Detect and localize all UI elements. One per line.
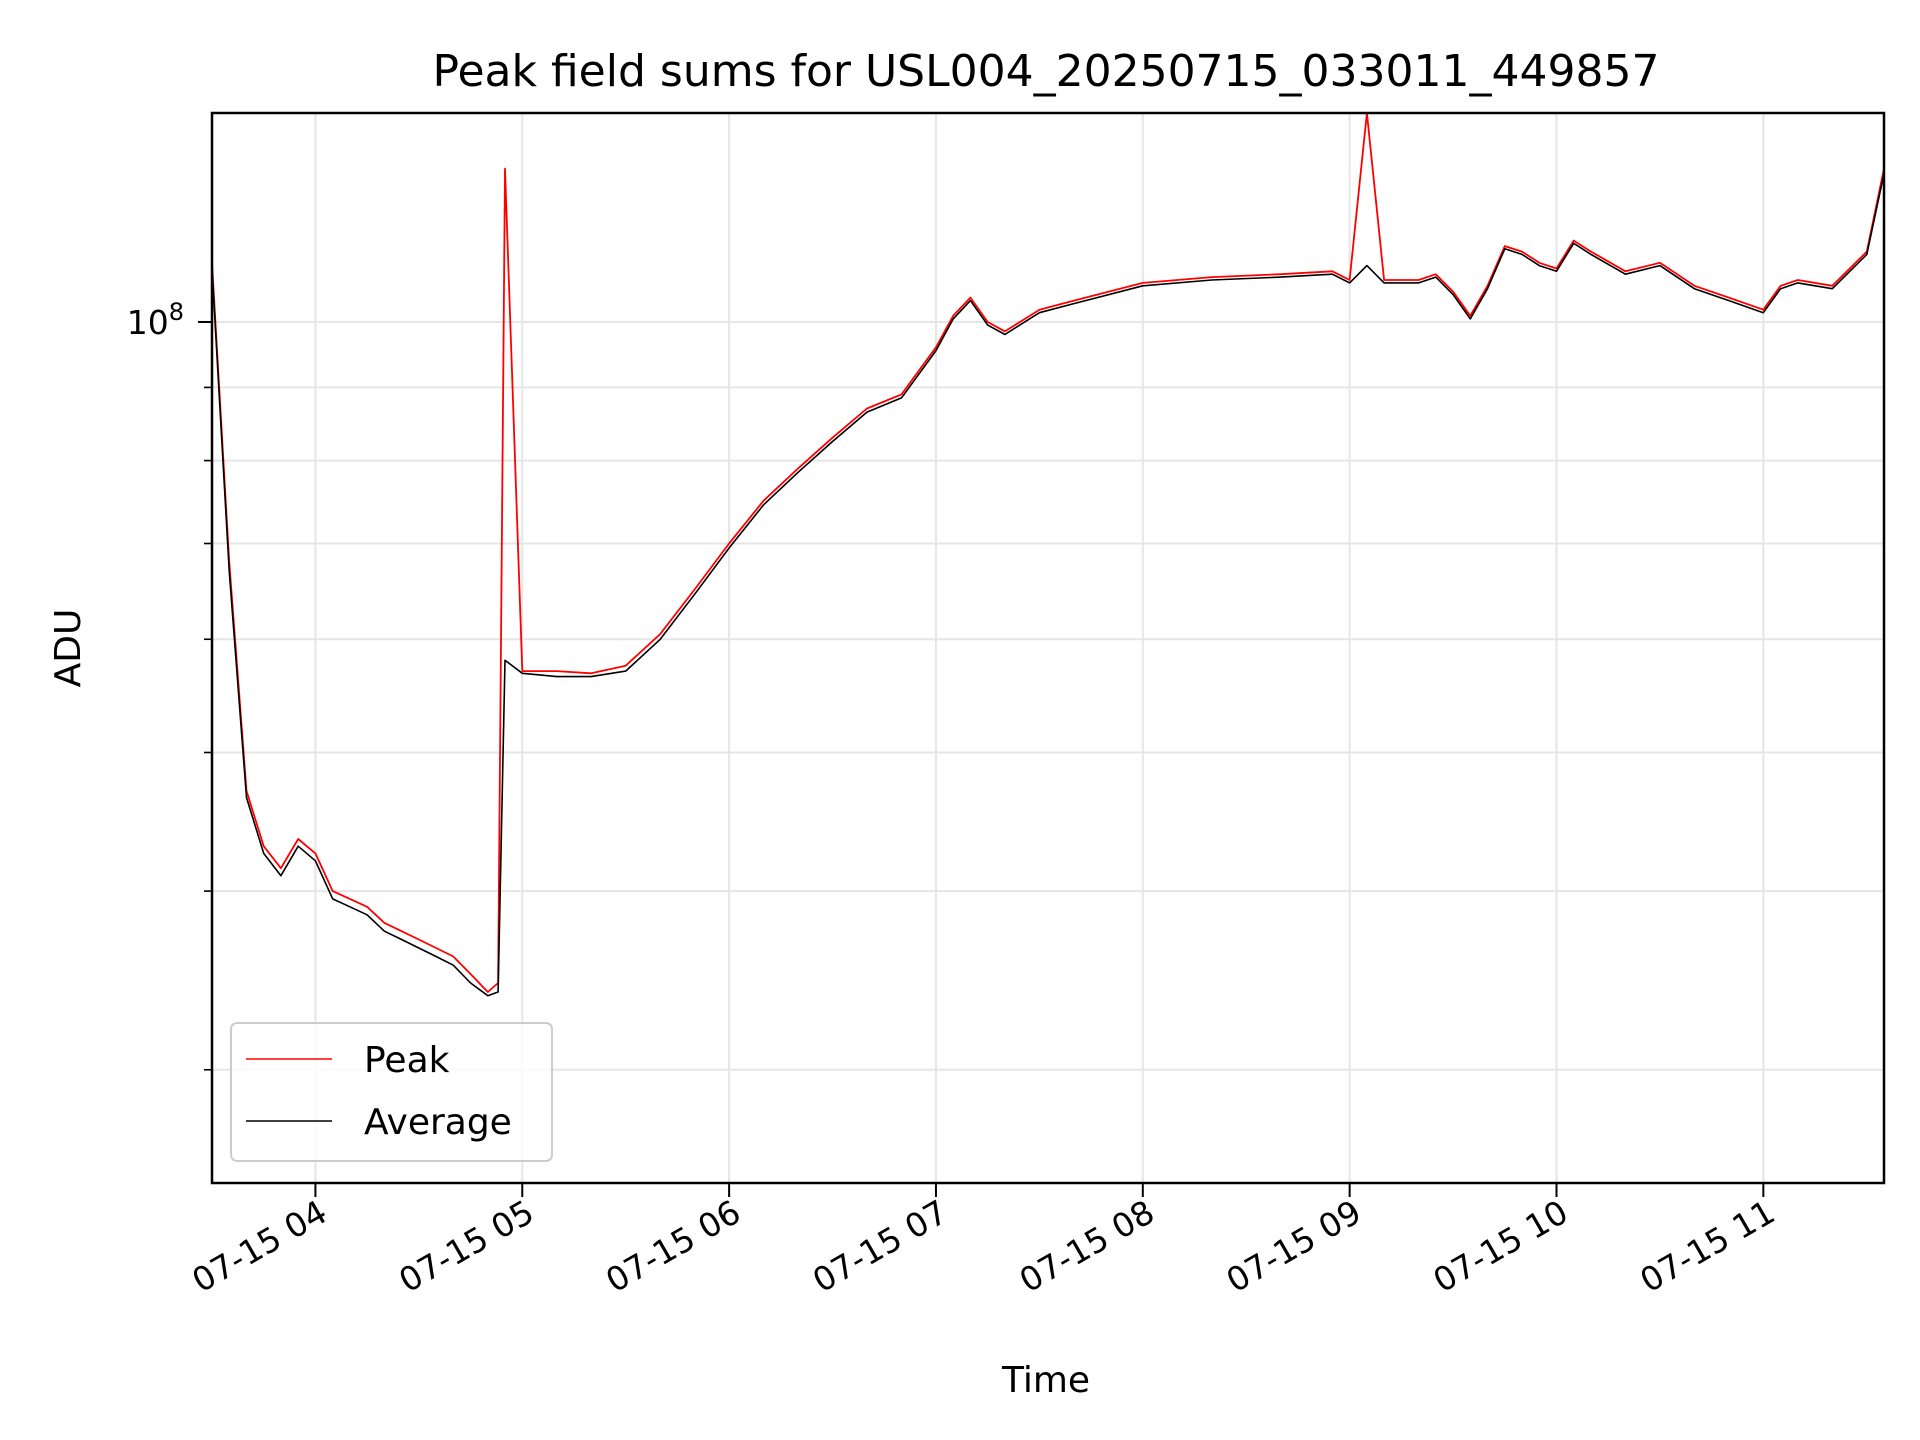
y-tick-label: 108 [127,298,184,342]
y-tick-label-base: 10 [127,303,169,342]
y-tick-label-exponent: 8 [169,298,184,326]
legend: Peak Average [230,1022,553,1162]
y-axis-label: ADU [48,609,89,688]
y-axis-ticks: 108 [127,298,212,1071]
x-tick-label: 07-15 06 [599,1192,747,1300]
x-tick-label: 07-15 10 [1426,1192,1574,1300]
legend-label-peak: Peak [364,1040,450,1081]
series-line-peak [212,113,1884,993]
x-axis-label: Time [1001,1360,1090,1401]
legend-box [230,1022,553,1162]
series-lines [212,113,1884,997]
legend-label-average: Average [364,1102,512,1143]
x-axis-ticks: 07-15 04 07-15 05 07-15 06 07-15 07 07-15 08… [185,1183,1781,1300]
series-line-average [212,173,1884,997]
x-tick-label: 07-15 11 [1633,1192,1781,1300]
x-tick-label: 07-15 05 [392,1192,540,1300]
x-tick-label: 07-15 04 [185,1192,333,1300]
x-tick-label: 07-15 09 [1220,1192,1368,1300]
chart-title: Peak field sums for USL004_20250715_0330… [433,46,1660,97]
plot-frame [210,111,1886,1185]
x-tick-label: 07-15 07 [806,1192,954,1300]
x-tick-label: 07-15 08 [1013,1192,1161,1300]
grid-lines [212,113,1884,1183]
